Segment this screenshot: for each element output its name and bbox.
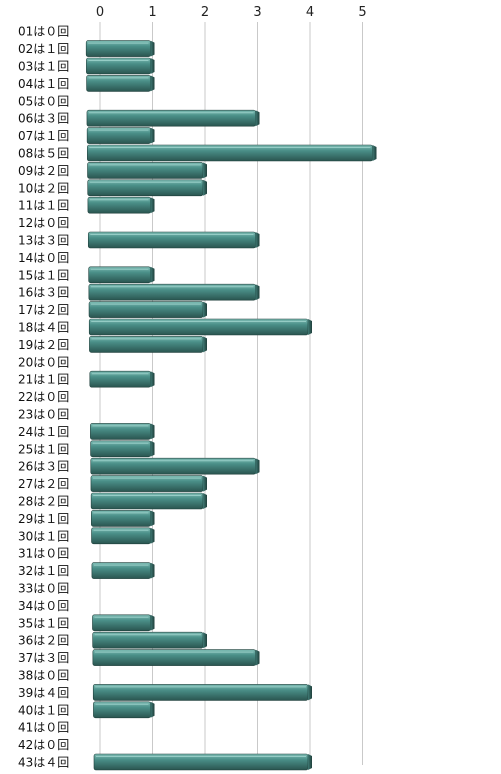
category-label: 20は０回 [18, 355, 69, 369]
x-axis-ticks: 0 1 2 3 4 5 [96, 5, 367, 20]
bar [85, 40, 155, 57]
bar [86, 57, 155, 75]
category-label: 05は０回 [18, 94, 69, 108]
bar [92, 614, 155, 632]
bar [93, 701, 155, 719]
bar [91, 527, 155, 545]
bar [88, 283, 260, 301]
bar [91, 562, 155, 579]
bar [87, 231, 260, 249]
bar [86, 109, 260, 127]
bar [90, 423, 155, 440]
category-label: 04は１回 [18, 77, 69, 91]
category-label: 25は１回 [18, 442, 69, 456]
category-label: 42は０回 [18, 738, 69, 752]
category-label: 26は３回 [18, 460, 69, 474]
category-label: 33は０回 [18, 582, 69, 596]
bar [87, 196, 155, 214]
category-label: 21は１回 [18, 373, 69, 387]
category-label: 11は１回 [18, 199, 69, 213]
category-label: 29は１回 [18, 512, 69, 526]
category-label: 09は２回 [18, 164, 69, 178]
category-label: 15は１回 [18, 268, 69, 282]
category-label: 35は１回 [18, 616, 69, 630]
bar [90, 475, 207, 492]
category-label: 02は１回 [18, 42, 69, 56]
category-label: 23は０回 [18, 408, 69, 422]
x-tick-label: 3 [253, 5, 261, 20]
bar [90, 492, 207, 510]
bar [89, 370, 155, 388]
category-label: 32は１回 [18, 564, 69, 578]
category-label: 17は２回 [18, 303, 69, 317]
category-label: 38は０回 [18, 669, 69, 683]
bar [91, 510, 155, 527]
x-tick-label: 5 [358, 5, 366, 20]
x-tick-label: 2 [201, 5, 209, 20]
category-label: 34は０回 [18, 599, 69, 613]
category-label: 40は１回 [18, 703, 69, 717]
bar [88, 301, 207, 318]
bar [86, 75, 155, 92]
category-label: 19は２回 [18, 338, 69, 352]
bar [90, 440, 155, 458]
category-label: 18は４回 [18, 321, 69, 335]
category-label: 10は２回 [18, 181, 69, 195]
bar [87, 144, 377, 162]
bar [90, 457, 260, 475]
category-label: 31は０回 [18, 547, 69, 561]
category-label: 06は３回 [18, 112, 69, 126]
category-label: 22は０回 [18, 390, 69, 404]
x-tick-label: 4 [306, 5, 314, 20]
bar [88, 318, 312, 336]
bar [93, 753, 312, 771]
category-label: 39は４回 [18, 686, 69, 700]
category-label: 24は１回 [18, 425, 69, 439]
bar [92, 684, 312, 701]
y-axis-labels: 01は０回 02は１回 03は１回 04は１回 05は０回 06は３回 07は１回 08は５回… [18, 25, 69, 770]
bar [87, 179, 207, 197]
bar [86, 127, 155, 144]
category-label: 01は０回 [18, 25, 69, 39]
category-label: 43は４回 [18, 756, 69, 770]
bar [87, 162, 207, 179]
category-label: 14は０回 [18, 251, 69, 265]
category-label: 28は２回 [18, 495, 69, 509]
category-label: 03は１回 [18, 60, 69, 74]
bar [88, 266, 155, 284]
bar [92, 631, 207, 649]
category-label: 08は５回 [18, 147, 69, 161]
category-label: 13は３回 [18, 234, 69, 248]
x-tick-label: 0 [96, 5, 104, 20]
bar-series [85, 40, 377, 771]
category-label: 07は１回 [18, 129, 69, 143]
bar [89, 336, 207, 353]
x-tick-label: 1 [148, 5, 156, 20]
category-label: 27は２回 [18, 477, 69, 491]
category-label: 12は０回 [18, 216, 69, 230]
category-label: 36は２回 [18, 634, 69, 648]
category-label: 16は３回 [18, 286, 69, 300]
category-label: 41は０回 [18, 721, 69, 735]
category-label: 30は１回 [18, 529, 69, 543]
bar [92, 649, 260, 666]
category-label: 37は３回 [18, 651, 69, 665]
